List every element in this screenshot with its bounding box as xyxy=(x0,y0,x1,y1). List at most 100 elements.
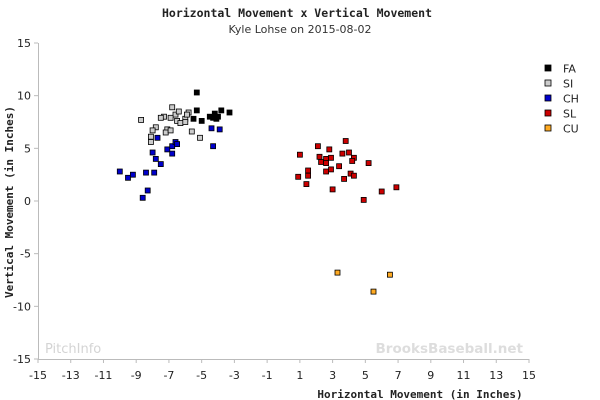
x-tick-label: 13 xyxy=(489,369,503,382)
point-ch xyxy=(144,187,151,194)
point-sl xyxy=(360,196,367,203)
x-tick-label: -15 xyxy=(29,369,47,382)
point-si xyxy=(167,127,174,134)
point-si xyxy=(177,120,184,126)
y-tick-label: 5 xyxy=(24,142,31,155)
x-tick-label: -9 xyxy=(131,369,142,382)
x-tick-label: 11 xyxy=(457,369,471,382)
point-ch xyxy=(208,125,215,132)
point-sl xyxy=(303,181,310,188)
legend-swatch-ch xyxy=(544,94,552,102)
point-fa xyxy=(226,109,233,116)
point-si xyxy=(182,119,189,125)
point-cu xyxy=(370,288,377,295)
point-sl xyxy=(339,150,346,157)
point-sl xyxy=(305,167,312,174)
point-fa xyxy=(190,115,197,122)
point-ch xyxy=(169,150,176,157)
point-fa xyxy=(193,107,200,114)
point-si xyxy=(172,111,179,118)
point-si xyxy=(175,108,182,115)
point-sl xyxy=(329,186,336,193)
legend-label-ch: CH xyxy=(563,93,579,106)
point-cu xyxy=(334,269,341,276)
point-sl xyxy=(328,154,334,161)
y-tick-label: -5 xyxy=(20,248,31,261)
watermark-brooksbaseball: BrooksBaseball.net xyxy=(376,341,524,357)
point-sl xyxy=(318,159,325,165)
y-tick-label: -10 xyxy=(13,300,31,313)
point-ch xyxy=(149,149,156,156)
point-sl xyxy=(365,160,372,167)
point-si xyxy=(157,114,164,121)
point-ch xyxy=(152,155,159,162)
point-si xyxy=(197,134,203,141)
x-axis-label: Horizontal Movement (in Inches) xyxy=(317,388,522,400)
point-si xyxy=(167,114,174,121)
point-ch xyxy=(139,194,146,201)
chart-title: Horizontal Movement x Vertical Movement xyxy=(162,6,432,20)
y-axis-label: Vertical Movement (in Inches) xyxy=(3,106,16,298)
point-ch xyxy=(125,174,131,181)
point-sl xyxy=(326,146,333,153)
point-ch xyxy=(116,168,123,175)
point-ch xyxy=(129,171,136,178)
point-sl xyxy=(346,149,352,156)
legend-swatch-fa xyxy=(544,64,552,72)
point-si xyxy=(152,124,159,131)
point-sl xyxy=(378,188,385,195)
point-ch xyxy=(143,169,149,176)
point-sl xyxy=(328,166,334,173)
legend-swatch-sl xyxy=(544,109,552,117)
plot-area xyxy=(38,43,529,359)
y-tick-label: 15 xyxy=(17,37,31,50)
point-ch xyxy=(216,126,223,133)
point-cu xyxy=(386,271,393,278)
point-sl xyxy=(350,172,357,179)
legend-label-sl: SL xyxy=(563,108,577,121)
y-tick-label: 10 xyxy=(17,90,31,103)
x-tick-label: -1 xyxy=(262,369,273,382)
point-fa xyxy=(198,118,205,124)
x-tick-label: 1 xyxy=(296,369,303,382)
point-si xyxy=(183,111,190,118)
point-ch xyxy=(164,146,171,153)
point-si xyxy=(149,127,156,134)
point-ch xyxy=(174,141,181,148)
point-si xyxy=(147,133,154,140)
x-tick-label: 3 xyxy=(329,369,336,382)
x-tick-label: -3 xyxy=(229,369,240,382)
point-sl xyxy=(314,143,321,150)
legend-label-si: SI xyxy=(563,78,573,91)
chart-subtitle: Kyle Lohse on 2015-08-02 xyxy=(229,23,372,36)
point-sl xyxy=(342,138,349,144)
watermark-pitchinfo: PitchInfo xyxy=(45,342,101,357)
legend-label-cu: CU xyxy=(563,123,579,136)
x-tick-label: -13 xyxy=(62,369,80,382)
y-tick-label: 0 xyxy=(24,195,31,208)
x-tick-label: -7 xyxy=(163,369,174,382)
legend-swatch-cu xyxy=(544,124,552,132)
point-sl xyxy=(341,175,348,182)
point-si xyxy=(147,139,154,145)
point-sl xyxy=(316,153,323,160)
x-tick-label: 15 xyxy=(522,369,536,382)
legend-swatch-si xyxy=(544,79,552,87)
point-si xyxy=(169,104,176,111)
point-sl xyxy=(305,172,312,179)
point-sl xyxy=(336,163,343,170)
x-tick-label: 7 xyxy=(395,369,402,382)
point-sl xyxy=(296,151,303,158)
point-si xyxy=(162,129,169,136)
point-sl xyxy=(295,173,302,180)
point-ch xyxy=(210,143,217,150)
point-sl xyxy=(323,160,330,167)
x-tick-label: -11 xyxy=(94,369,112,382)
point-fa xyxy=(210,114,217,121)
x-tick-label: 5 xyxy=(362,369,369,382)
point-si xyxy=(138,117,145,123)
point-ch xyxy=(154,134,161,141)
x-tick-label: 9 xyxy=(427,369,434,382)
point-sl xyxy=(349,158,356,164)
